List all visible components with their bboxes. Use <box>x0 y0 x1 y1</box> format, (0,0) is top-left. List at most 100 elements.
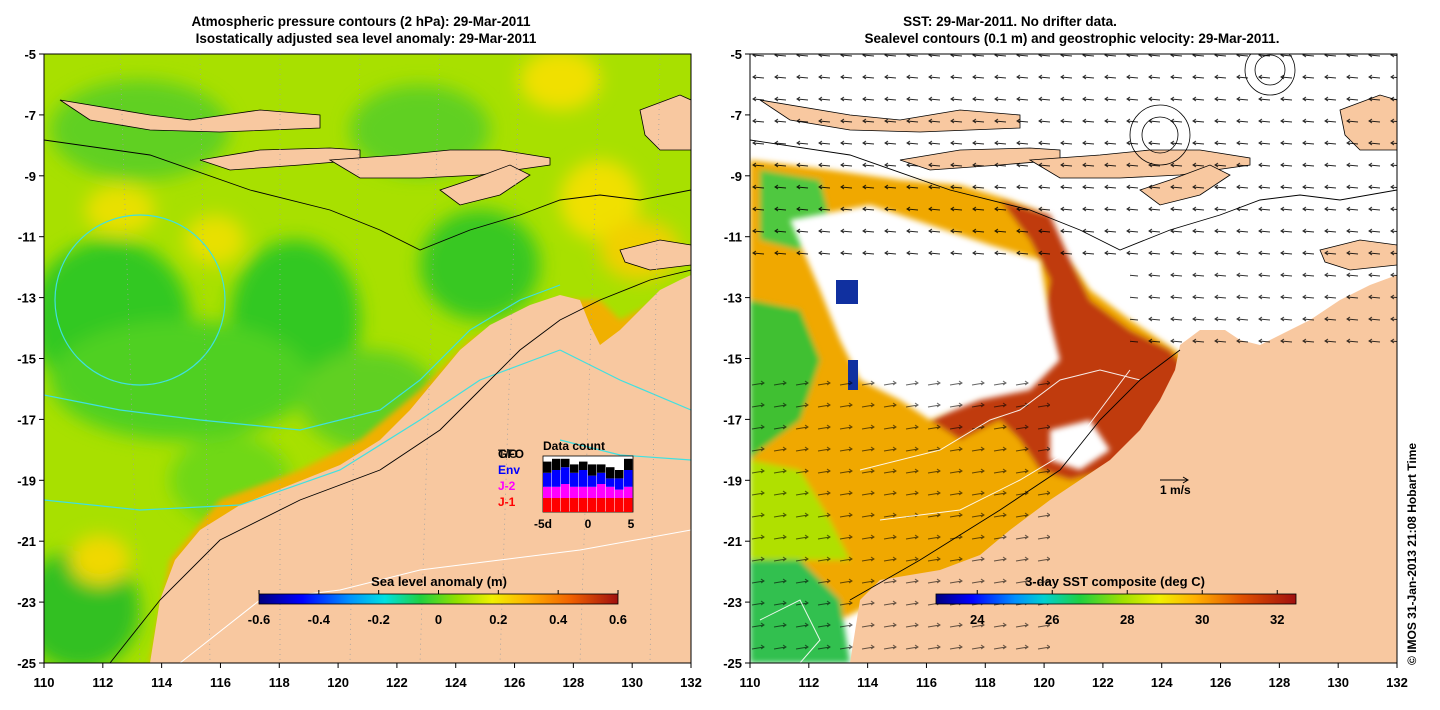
y-tick-label: -25 <box>723 656 742 671</box>
right-shelf-line-lower <box>849 349 1181 601</box>
x-tick-label: 130 <box>621 675 643 690</box>
x-tick-label: 114 <box>151 675 173 690</box>
right-velocity-arrows-east <box>1130 264 1397 344</box>
inset-bar-segment-env <box>588 475 597 487</box>
inset-legend-label: Env <box>498 463 520 477</box>
inset-bar-segment-gfo <box>597 464 606 473</box>
inset-bar-segment-j2 <box>588 486 597 498</box>
x-tick-label: 122 <box>386 675 408 690</box>
inset-bar-segment-j1 <box>606 498 615 512</box>
y-tick-label: -15 <box>723 352 742 367</box>
inset-bar-segment-j1 <box>543 498 552 512</box>
inset-bar-segment-j2 <box>570 486 579 498</box>
x-tick-label: 130 <box>1327 675 1349 690</box>
inset-bar-segment-j1 <box>579 498 588 512</box>
y-tick-label: -7 <box>24 108 36 123</box>
colorbar-tick-label: 0.4 <box>549 612 568 627</box>
inset-bar-segment-j2 <box>597 484 606 498</box>
inset-bar-segment-gfo <box>606 467 615 479</box>
inset-bar-segment-env <box>561 467 570 484</box>
colorbar-tick-label: 0.2 <box>489 612 507 627</box>
right-cold-patches <box>836 280 858 390</box>
inset-bar-segment-j1 <box>615 498 624 512</box>
y-tick-label: -19 <box>723 473 742 488</box>
inset-bar-segment-j2 <box>624 486 633 498</box>
colorbar-tick-label: 0.6 <box>609 612 627 627</box>
inset-bar-segment-j2 <box>552 486 561 498</box>
left-title-line1: Atmospheric pressure contours (2 hPa): 2… <box>191 14 531 29</box>
x-tick-label: 132 <box>680 675 702 690</box>
inset-bar-segment-j2 <box>615 489 624 498</box>
right-colorbar: 3-day SST composite (deg C) 24 26 28 30 32 <box>935 574 1297 627</box>
y-tick-label: -17 <box>17 412 36 427</box>
x-tick-label: 112 <box>92 675 113 690</box>
inset-bar-segment-env <box>597 472 606 484</box>
inset-bar-segment-j1 <box>552 498 561 512</box>
colorbar-tick-label: 24 <box>970 612 985 627</box>
x-tick-label: 126 <box>1210 675 1232 690</box>
y-tick-label: -5 <box>730 47 742 62</box>
data-count-inset: Data count GFO Env J-2 J-1 T/O -5d 0 5 <box>498 439 635 531</box>
inset-legend-label: J-1 <box>498 495 516 509</box>
right-sealevel-contours <box>759 369 1141 663</box>
x-tick-label: 122 <box>1092 675 1114 690</box>
colorbar-tick-label: -0.4 <box>308 612 331 627</box>
inset-legend-label: J-2 <box>498 479 516 493</box>
inset-bar-segment-gfo <box>570 464 579 473</box>
x-tick-label: 118 <box>975 675 996 690</box>
y-tick-label: -9 <box>24 169 36 184</box>
x-tick-label: 110 <box>34 675 55 690</box>
inset-x-ticks: -5d 0 5 <box>534 517 635 531</box>
right-x-axis: 110 112 114 116 118 120 122 124 126 128 130 132 <box>740 663 1408 690</box>
x-tick-label: 132 <box>1386 675 1408 690</box>
y-tick-label: -23 <box>723 595 742 610</box>
inset-bar-segment-env <box>543 472 552 487</box>
y-tick-label: -5 <box>24 47 36 62</box>
x-tick-label: 128 <box>563 675 585 690</box>
inset-title: Data count <box>543 439 605 453</box>
inset-legend-label: GFO <box>498 447 524 461</box>
right-colorbar-ticks: 24 26 28 30 32 <box>970 590 1284 627</box>
inset-bar-segment-j1 <box>624 498 633 512</box>
left-colorbar-label: Sea level anomaly (m) <box>371 574 507 589</box>
scale-arrow <box>1160 476 1189 484</box>
inset-bars <box>543 458 633 512</box>
inset-x-tick-label: -5d <box>534 517 552 531</box>
left-colorbar-bar <box>258 593 619 605</box>
y-tick-label: -11 <box>18 230 36 245</box>
right-eddy-contours <box>1129 54 1296 166</box>
inset-bar-segment-gfo <box>552 458 561 470</box>
inset-bar-segment-env <box>579 470 588 487</box>
inset-bar-segment-env <box>552 470 561 487</box>
y-tick-label: -15 <box>17 352 36 367</box>
inset-overlay-label: T/O <box>498 447 518 461</box>
x-tick-label: 110 <box>740 675 761 690</box>
inset-bar-segment-j2 <box>561 484 570 498</box>
x-tick-label: 112 <box>798 675 819 690</box>
inset-bar-segment-env <box>570 472 579 487</box>
x-tick-label: 128 <box>1269 675 1291 690</box>
right-map: 1 m/s <box>750 54 1397 663</box>
inset-legend: GFO Env J-2 J-1 T/O <box>498 447 524 509</box>
colorbar-tick-label: 32 <box>1270 612 1284 627</box>
colorbar-tick-label: 30 <box>1195 612 1209 627</box>
left-title-line2: Isostatically adjusted sea level anomaly… <box>196 31 537 46</box>
right-velocity-arrows-north <box>750 54 1397 264</box>
colorbar-tick-label: -0.6 <box>248 612 270 627</box>
left-x-axis: 110 112 114 116 118 120 122 124 126 128 130 132 <box>34 663 702 690</box>
y-tick-label: -11 <box>724 230 742 245</box>
x-tick-label: 124 <box>1151 675 1173 690</box>
y-tick-label: -13 <box>723 291 742 306</box>
x-tick-label: 116 <box>210 675 231 690</box>
colorbar-tick-label: 0 <box>435 612 442 627</box>
right-velocity-arrows-south <box>750 380 1050 663</box>
y-tick-label: -7 <box>730 108 742 123</box>
right-shelf-line-upper <box>750 139 1397 251</box>
inset-bar-segment-gfo <box>615 470 624 479</box>
inset-bar-segment-j1 <box>561 498 570 512</box>
colorbar-tick-label: -0.2 <box>367 612 389 627</box>
inset-bar-segment-gfo <box>579 461 588 470</box>
left-shelf-line-upper <box>44 139 691 251</box>
inset-bar-segment-gfo <box>624 458 633 470</box>
